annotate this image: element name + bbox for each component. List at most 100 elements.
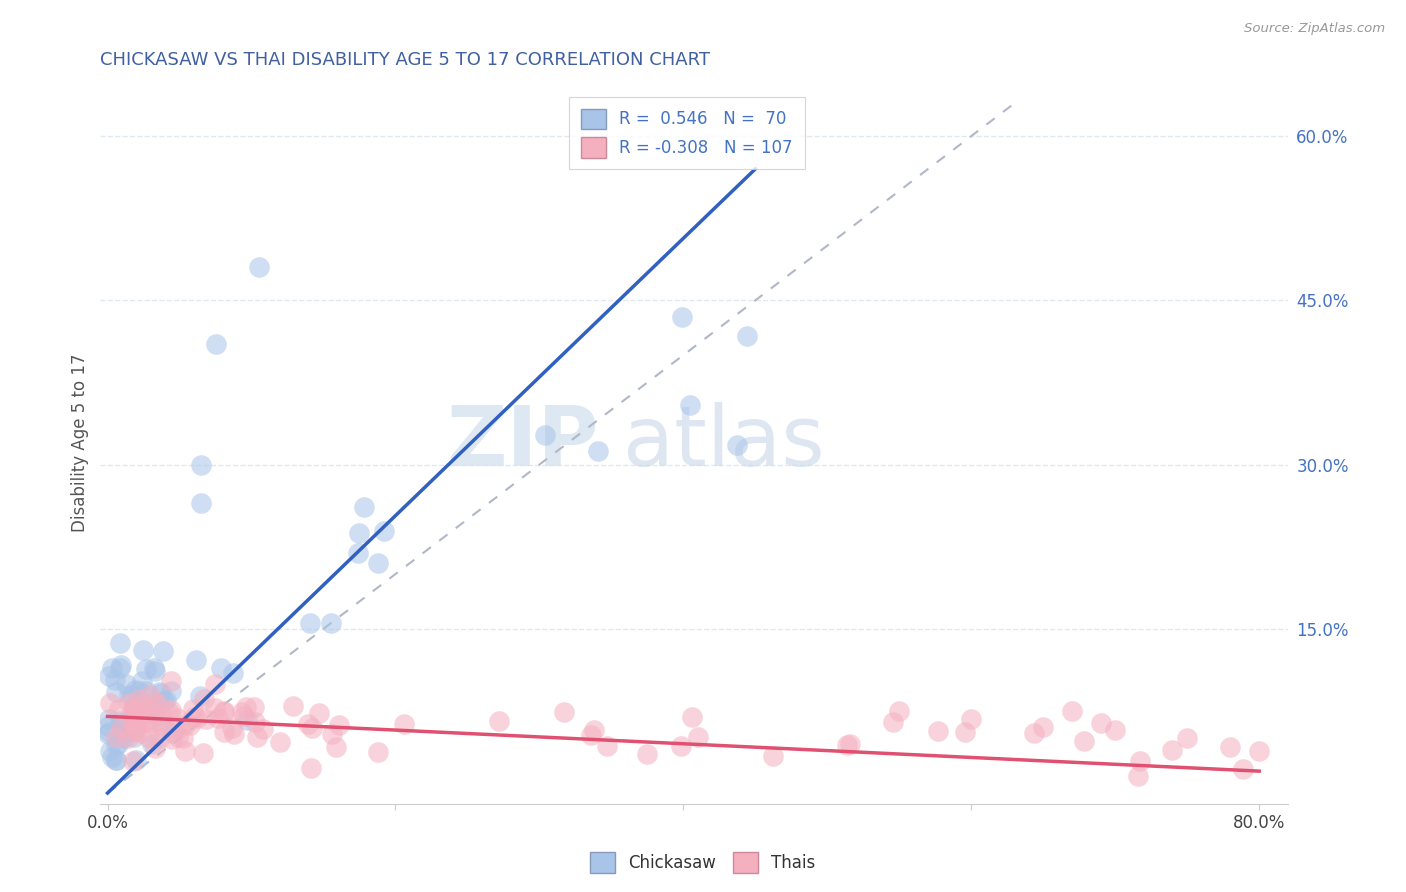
- Point: [134, 697, 156, 711]
- Point: [122, 714, 145, 728]
- Point: [671, 310, 693, 324]
- Point: [953, 724, 976, 739]
- Point: [183, 701, 205, 715]
- Point: [108, 661, 131, 675]
- Point: [122, 716, 145, 731]
- Point: [121, 688, 143, 702]
- Point: [882, 714, 904, 729]
- Point: [297, 716, 319, 731]
- Point: [679, 398, 702, 412]
- Point: [124, 701, 146, 715]
- Point: [735, 328, 758, 343]
- Point: [98, 669, 121, 683]
- Point: [1032, 720, 1054, 734]
- Point: [114, 725, 136, 739]
- Point: [107, 737, 129, 751]
- Point: [725, 438, 748, 452]
- Point: [148, 685, 170, 699]
- Point: [1022, 726, 1045, 740]
- Point: [104, 730, 127, 744]
- Point: [128, 698, 150, 713]
- Point: [115, 676, 138, 690]
- Point: [117, 731, 139, 746]
- Point: [153, 694, 176, 708]
- Point: [252, 722, 274, 736]
- Point: [394, 716, 416, 731]
- Point: [188, 689, 211, 703]
- Point: [108, 702, 131, 716]
- Point: [204, 677, 226, 691]
- Point: [488, 714, 510, 728]
- Point: [243, 700, 266, 714]
- Point: [553, 706, 575, 720]
- Point: [281, 698, 304, 713]
- Point: [159, 684, 181, 698]
- Point: [135, 661, 157, 675]
- Point: [681, 710, 703, 724]
- Point: [149, 719, 172, 733]
- Point: [762, 748, 785, 763]
- Point: [162, 732, 184, 747]
- Point: [301, 722, 323, 736]
- Point: [349, 526, 371, 541]
- Point: [118, 696, 141, 710]
- Point: [125, 712, 148, 726]
- Point: [125, 753, 148, 767]
- Point: [166, 711, 188, 725]
- Point: [122, 754, 145, 768]
- Point: [583, 723, 606, 738]
- Point: [128, 692, 150, 706]
- Point: [146, 699, 169, 714]
- Point: [186, 653, 208, 667]
- Point: [122, 701, 145, 715]
- Point: [960, 712, 983, 726]
- Point: [167, 730, 190, 744]
- Point: [319, 616, 342, 631]
- Point: [1249, 744, 1271, 758]
- Point: [243, 715, 266, 730]
- Text: ZIP: ZIP: [447, 402, 599, 483]
- Point: [136, 715, 159, 730]
- Point: [101, 750, 124, 764]
- Point: [172, 731, 194, 745]
- Point: [112, 715, 135, 730]
- Point: [111, 716, 134, 731]
- Point: [347, 546, 370, 560]
- Point: [221, 721, 243, 735]
- Point: [139, 688, 162, 702]
- Point: [152, 644, 174, 658]
- Point: [135, 684, 157, 698]
- Point: [149, 714, 172, 728]
- Point: [669, 739, 692, 753]
- Point: [321, 727, 343, 741]
- Legend: R =  0.546   N =  70, R = -0.308   N = 107: R = 0.546 N = 70, R = -0.308 N = 107: [569, 97, 804, 169]
- Point: [839, 737, 862, 751]
- Point: [174, 716, 197, 731]
- Point: [125, 709, 148, 723]
- Point: [125, 724, 148, 739]
- Point: [186, 711, 208, 725]
- Point: [204, 701, 226, 715]
- Point: [233, 709, 256, 723]
- Point: [1126, 768, 1149, 782]
- Text: CHICKASAW VS THAI DISABILITY AGE 5 TO 17 CORRELATION CHART: CHICKASAW VS THAI DISABILITY AGE 5 TO 17…: [100, 51, 710, 69]
- Point: [298, 615, 321, 630]
- Point: [149, 731, 172, 745]
- Point: [1175, 731, 1198, 746]
- Point: [122, 731, 145, 745]
- Point: [204, 337, 226, 351]
- Point: [122, 703, 145, 717]
- Point: [927, 724, 949, 739]
- Point: [596, 739, 619, 753]
- Point: [101, 661, 124, 675]
- Point: [131, 726, 153, 740]
- Point: [110, 721, 132, 735]
- Point: [889, 704, 911, 718]
- Point: [247, 260, 270, 275]
- Point: [97, 712, 120, 726]
- Point: [160, 703, 183, 717]
- Text: atlas: atlas: [623, 402, 825, 483]
- Point: [104, 673, 127, 687]
- Point: [193, 691, 215, 706]
- Point: [231, 705, 253, 719]
